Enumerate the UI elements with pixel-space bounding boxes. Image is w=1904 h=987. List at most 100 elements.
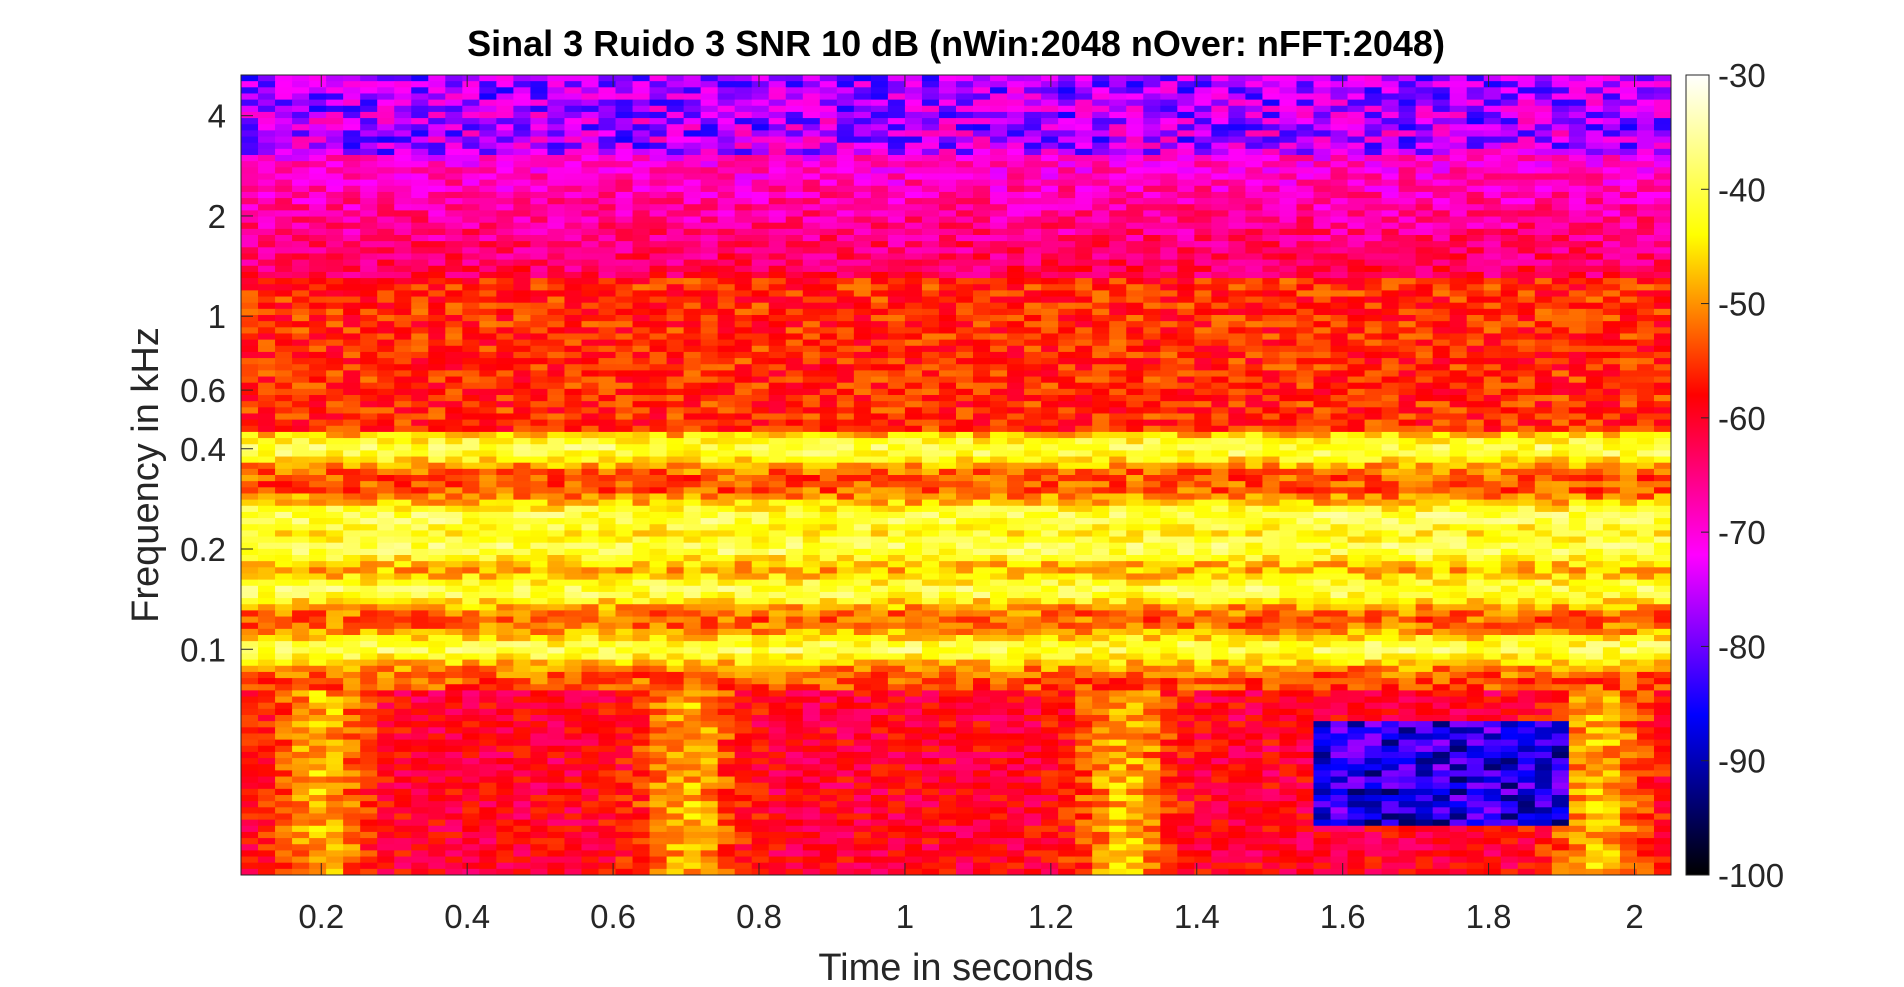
spectrogram-cell	[394, 142, 412, 150]
spectrogram-cell	[1075, 75, 1093, 82]
spectrogram-cell	[428, 124, 446, 131]
spectrogram-cell	[1160, 419, 1178, 427]
spectrogram-cell	[1211, 105, 1229, 113]
spectrogram-cell	[462, 315, 480, 322]
spectrogram-cell	[1058, 364, 1076, 371]
spectrogram-cell	[1126, 333, 1144, 341]
spectrogram-cell	[1449, 142, 1468, 150]
spectrogram-cell	[326, 167, 344, 175]
spectrogram-cell	[1602, 155, 1621, 162]
spectrogram-cell	[343, 278, 361, 285]
spectrogram-cell	[1500, 351, 1519, 359]
spectrogram-cell	[973, 345, 991, 353]
spectrogram-cell	[649, 401, 668, 408]
spectrogram-cell	[326, 265, 344, 273]
spectrogram-cell	[1296, 216, 1315, 224]
spectrogram-cell	[1432, 351, 1451, 359]
spectrogram-cell	[581, 376, 600, 384]
spectrogram-cell	[1007, 247, 1025, 255]
spectrogram-cell	[870, 388, 889, 396]
spectrogram-cell	[360, 228, 378, 236]
spectrogram-cell	[241, 370, 259, 378]
spectrogram-cell	[1296, 136, 1315, 144]
spectrogram-cell	[258, 130, 276, 138]
spectrogram-cell	[785, 148, 804, 156]
spectrogram-cell	[1330, 370, 1349, 378]
spectrogram-cell	[275, 142, 293, 150]
spectrogram-cell	[1126, 253, 1144, 261]
spectrogram-cell	[1228, 148, 1246, 156]
spectrogram-cell	[1602, 364, 1621, 371]
spectrogram-cell	[1364, 253, 1383, 261]
spectrogram-cell	[1279, 75, 1298, 82]
spectrogram-cell	[1313, 407, 1332, 415]
spectrogram-cell	[598, 351, 617, 359]
spectrogram-cell	[377, 327, 395, 335]
spectrogram-cell	[1160, 370, 1178, 378]
spectrogram-cell	[1007, 253, 1025, 261]
spectrogram-cell	[1381, 296, 1400, 304]
spectrogram-cell	[1160, 431, 1178, 439]
spectrogram-cell	[598, 210, 617, 218]
spectrogram-cell	[1126, 431, 1144, 439]
spectrogram-cell	[394, 308, 412, 316]
spectrogram-cell	[1551, 75, 1570, 82]
spectrogram-cell	[700, 345, 719, 353]
spectrogram-cell	[1432, 382, 1451, 390]
spectrogram-cell	[428, 296, 446, 304]
spectrogram-cell	[802, 247, 821, 255]
spectrogram-cell	[956, 173, 974, 181]
spectrogram-cell	[462, 142, 480, 150]
spectrogram-cell	[666, 265, 685, 273]
spectrogram-cell	[326, 130, 344, 138]
spectrogram-cell	[394, 179, 412, 187]
spectrogram-cell	[700, 105, 719, 113]
spectrogram-cell	[1245, 302, 1264, 310]
spectrogram-cell	[1653, 99, 1671, 107]
spectrogram-cell	[1007, 358, 1025, 365]
spectrogram-cell	[428, 148, 446, 156]
spectrogram-cell	[1585, 290, 1604, 298]
spectrogram-cell	[1007, 241, 1025, 248]
spectrogram-cell	[1279, 308, 1298, 316]
spectrogram-cell	[1619, 142, 1638, 150]
spectrogram-cell	[1364, 431, 1383, 439]
spectrogram-cell	[445, 130, 463, 138]
spectrogram-cell	[1653, 210, 1671, 218]
spectrogram-cell	[496, 253, 514, 261]
spectrogram-cell	[1143, 155, 1161, 162]
spectrogram-cell	[1296, 339, 1315, 347]
spectrogram-cell	[1381, 395, 1400, 402]
spectrogram-cell	[462, 339, 480, 347]
spectrogram-cell	[1381, 87, 1400, 95]
spectrogram-cell	[1466, 247, 1485, 255]
spectrogram-cell	[717, 155, 736, 162]
spectrogram-cell	[751, 161, 770, 168]
spectrogram-cell	[1041, 271, 1059, 279]
spectrogram-cell	[1279, 191, 1298, 199]
spectrogram-cell	[904, 105, 923, 113]
spectrogram-cell	[1194, 81, 1212, 88]
spectrogram-cell	[683, 161, 702, 168]
spectrogram-cell	[1517, 395, 1536, 402]
spectrogram-cell	[1449, 99, 1468, 107]
spectrogram-cell	[1483, 358, 1502, 365]
spectrogram-cell	[649, 161, 668, 168]
spectrogram-cell	[1534, 191, 1553, 199]
spectrogram-cell	[768, 105, 787, 113]
spectrogram-cell	[479, 173, 497, 181]
spectrogram-cell	[717, 327, 736, 335]
spectrogram-cell	[343, 253, 361, 261]
spectrogram-cell	[1585, 161, 1604, 168]
spectrogram-cell	[751, 75, 770, 82]
spectrogram-cell	[1653, 253, 1671, 261]
spectrogram-cell	[1007, 302, 1025, 310]
spectrogram-cell	[956, 271, 974, 279]
spectrogram-cell	[1619, 407, 1638, 415]
spectrogram-cell	[1092, 191, 1110, 199]
spectrogram-cell	[1568, 167, 1587, 175]
spectrogram-cell	[275, 401, 293, 408]
spectrogram-cell	[1041, 99, 1059, 107]
spectrogram-cell	[921, 191, 940, 199]
spectrogram-cell	[1194, 376, 1212, 384]
